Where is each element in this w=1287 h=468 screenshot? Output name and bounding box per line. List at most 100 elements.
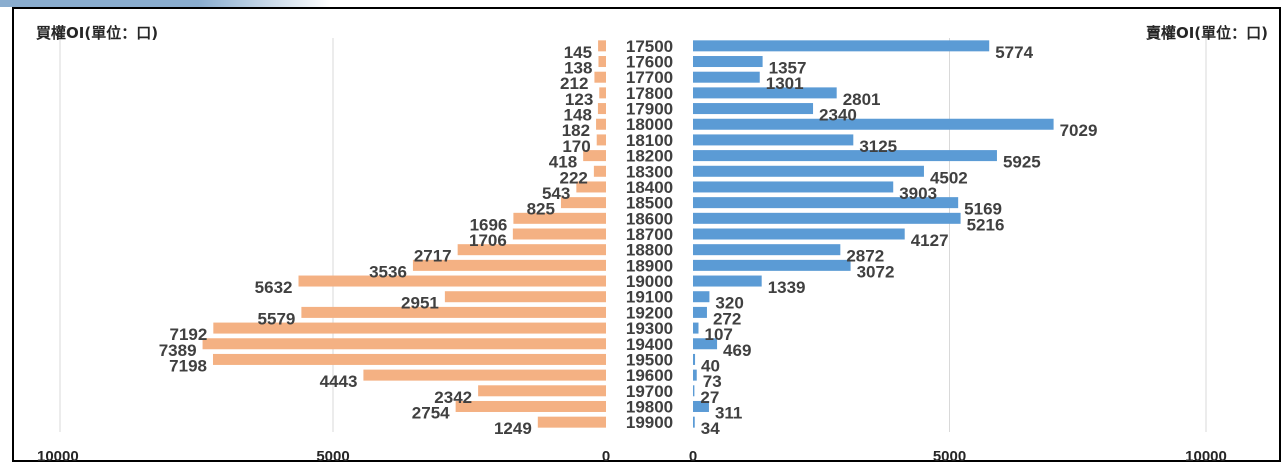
put-bar-18700	[693, 228, 905, 240]
call-value-label: 123	[565, 90, 593, 109]
call-value-label: 2951	[401, 294, 439, 313]
strike-label: 19200	[626, 303, 673, 322]
put-value-label: 5774	[995, 43, 1033, 62]
put-bar-18600	[693, 212, 961, 224]
strike-label: 17700	[626, 68, 673, 87]
right-axis-tick: 10000	[1185, 448, 1227, 465]
call-value-label: 2754	[412, 403, 450, 422]
call-bar-17700	[594, 71, 606, 83]
put-bar-17900	[693, 103, 814, 115]
call-bar-17500	[598, 40, 606, 52]
strike-label: 17800	[626, 84, 673, 103]
call-bar-18200	[583, 150, 606, 162]
put-bar-18300	[693, 165, 924, 177]
strike-label: 18100	[626, 131, 673, 150]
strike-label: 19500	[626, 350, 673, 369]
put-value-label: 469	[723, 341, 751, 360]
put-value-label: 272	[713, 309, 741, 328]
put-bar-17500	[693, 40, 990, 52]
put-value-label: 1339	[768, 278, 806, 297]
put-bar-17600	[693, 56, 763, 68]
chart-frame	[12, 7, 1281, 462]
call-value-label: 148	[564, 106, 592, 125]
call-bar-19700	[478, 385, 606, 397]
put-value-label: 5169	[964, 200, 1002, 219]
put-bar-19600	[693, 369, 697, 381]
strike-label: 19100	[626, 288, 673, 307]
call-bar-19300	[213, 322, 606, 334]
strike-label: 19000	[626, 272, 673, 291]
call-value-label: 212	[560, 74, 588, 93]
put-value-label: 1301	[766, 74, 804, 93]
put-bar-19300	[693, 322, 699, 334]
call-value-label: 4443	[320, 372, 358, 391]
put-bar-19500	[693, 353, 696, 365]
put-value-label: 40	[701, 356, 720, 375]
strike-label: 19400	[626, 335, 673, 354]
call-value-label: 145	[564, 43, 592, 62]
put-value-label: 73	[703, 372, 722, 391]
call-value-label: 1249	[494, 419, 532, 438]
strike-label: 18700	[626, 225, 673, 244]
call-value-label: 222	[560, 168, 588, 187]
call-bar-19800	[455, 400, 606, 412]
left-axis-tick: 0	[602, 448, 610, 465]
put-bar-17700	[693, 71, 760, 83]
put-value-label: 320	[715, 294, 743, 313]
put-bar-19400	[693, 338, 718, 350]
call-value-label: 7192	[169, 325, 207, 344]
put-bar-19200	[693, 306, 707, 318]
call-value-label: 138	[564, 59, 592, 78]
strike-label: 18900	[626, 256, 673, 275]
left-axis-tick: 5000	[316, 448, 349, 465]
call-value-label: 5632	[255, 278, 293, 297]
put-bar-19800	[693, 400, 709, 412]
put-bar-18100	[693, 134, 854, 146]
call-value-label: 543	[542, 184, 570, 203]
put-bar-18200	[693, 150, 997, 162]
strike-label: 18400	[626, 178, 673, 197]
strike-label: 18500	[626, 194, 673, 213]
gridlines	[59, 38, 1207, 432]
call-bar-19200	[301, 306, 606, 318]
strike-label: 18200	[626, 147, 673, 166]
call-bar-17900	[597, 103, 606, 115]
put-value-label: 3072	[857, 262, 895, 281]
call-value-label: 3536	[369, 262, 407, 281]
call-bar-19600	[363, 369, 606, 381]
call-value-label: 7198	[169, 356, 207, 375]
call-bar-17600	[598, 56, 606, 68]
strike-label: 17500	[626, 37, 673, 56]
put-value-label: 7029	[1060, 121, 1098, 140]
put-bar-18400	[693, 181, 894, 193]
put-value-label: 5925	[1003, 153, 1041, 172]
call-value-label: 1706	[469, 231, 507, 250]
top-strip-decoration	[0, 0, 330, 7]
put-value-label: 3125	[859, 137, 897, 156]
call-bar-18900	[412, 259, 606, 271]
put-bar-19000	[693, 275, 762, 287]
put-value-label: 3903	[899, 184, 937, 203]
call-value-label: 5579	[258, 309, 296, 328]
put-bar-17800	[693, 87, 837, 99]
left-chart-title: 買權OI(單位：口)	[36, 24, 158, 42]
call-value-label: 170	[562, 137, 590, 156]
call-bar-19500	[212, 353, 606, 365]
call-bar-18800	[457, 244, 606, 256]
call-value-label: 182	[562, 121, 590, 140]
right-chart-title: 賣權OI(單位：口)	[1146, 24, 1268, 42]
bars	[202, 40, 1054, 428]
put-value-label: 2801	[843, 90, 881, 109]
put-value-label: 5216	[967, 215, 1005, 234]
put-bar-18900	[693, 259, 851, 271]
right-axis-tick: 0	[689, 448, 697, 465]
put-bar-19700	[693, 385, 695, 397]
call-value-label: 2717	[414, 247, 452, 266]
strike-label: 19800	[626, 397, 673, 416]
put-value-label: 2340	[819, 106, 857, 125]
call-bar-18700	[512, 228, 606, 240]
put-value-label: 2872	[846, 247, 884, 266]
put-value-label: 4502	[930, 168, 968, 187]
put-value-label: 1357	[769, 59, 807, 78]
call-value-label: 1696	[470, 215, 508, 234]
